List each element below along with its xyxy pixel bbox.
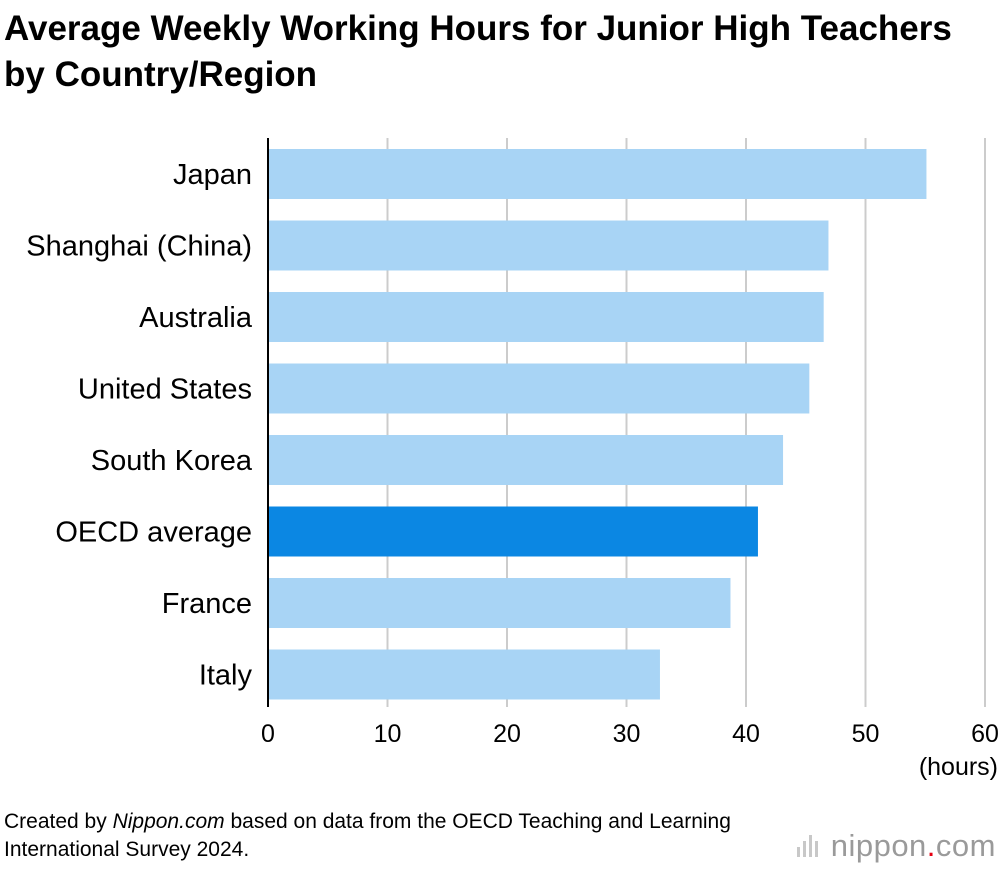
- source-prefix: Created by: [4, 810, 113, 833]
- bar: [268, 149, 927, 199]
- bars: [268, 149, 927, 700]
- chart-title: Average Weekly Working Hours for Junior …: [4, 9, 952, 94]
- category-labels: Japan Shanghai (China) Australia United Sta…: [26, 159, 253, 692]
- source-suffix: based on data from the OECD Teaching and…: [4, 810, 731, 861]
- logo-name: nippon: [830, 828, 927, 863]
- bar: [268, 435, 784, 485]
- bar: [268, 506, 758, 557]
- x-tick-label: 20: [493, 720, 521, 748]
- nippon-logo: nippon.com: [796, 826, 996, 866]
- category-label: Australia: [139, 302, 253, 334]
- x-tick-label: 10: [374, 720, 402, 748]
- logo-dot: .: [926, 828, 936, 863]
- logo-text: nippon.com: [831, 828, 996, 864]
- source-site: Nippon.com: [112, 810, 225, 833]
- bar: [268, 578, 731, 628]
- x-tick-label: 30: [613, 720, 641, 748]
- category-label: France: [162, 588, 252, 620]
- logo-mark-icon: [796, 835, 821, 857]
- category-label: OECD average: [55, 517, 252, 549]
- x-tick-label: 0: [261, 720, 275, 748]
- x-unit-label: (hours): [919, 753, 998, 781]
- category-label: South Korea: [91, 445, 253, 477]
- bar: [268, 220, 829, 271]
- logo-tld: com: [935, 828, 996, 863]
- category-label: Shanghai (China): [26, 231, 252, 263]
- bar-chart: Japan Shanghai (China) Australia United Sta…: [26, 138, 999, 781]
- category-label: Japan: [173, 159, 252, 191]
- category-label: United States: [78, 374, 252, 406]
- bar: [268, 292, 824, 342]
- x-tick-label: 60: [971, 720, 999, 748]
- x-tick-label: 40: [732, 720, 760, 748]
- source-note: Created by Nippon.com based on data from…: [4, 808, 784, 864]
- category-label: Italy: [199, 660, 253, 692]
- bar: [268, 363, 810, 414]
- bar: [268, 649, 660, 700]
- x-tick-labels: 0 10 20 30 40 50 60: [261, 720, 999, 748]
- x-tick-label: 50: [852, 720, 880, 748]
